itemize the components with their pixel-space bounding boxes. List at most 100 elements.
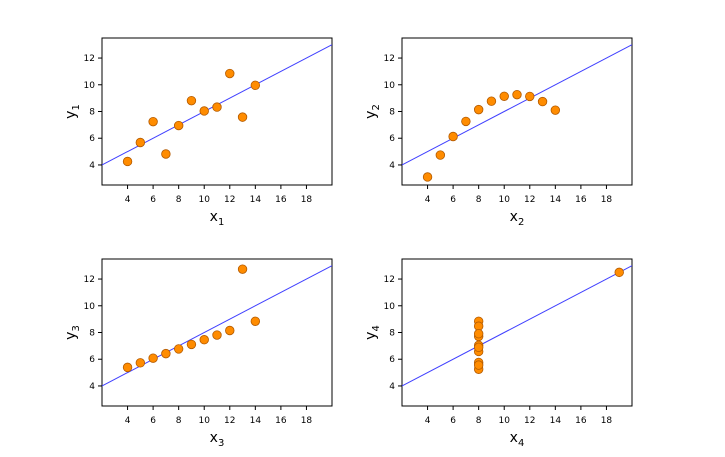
x-tick-label: 14 <box>250 416 262 426</box>
data-point <box>473 329 484 339</box>
data-point <box>161 149 171 159</box>
data-point <box>537 96 548 107</box>
x-axis-label: x1 <box>210 209 225 228</box>
data-point <box>173 344 184 354</box>
x-tick-label: 16 <box>275 416 287 426</box>
y-axis-label: y4 <box>363 325 382 340</box>
scatter-panel-3: 4 6 8 10 12 14 16 18 4 6 8 10 12 x3 y3 <box>63 258 333 449</box>
data-point <box>250 80 261 91</box>
data-point <box>486 96 497 106</box>
x-tick-label: 8 <box>176 416 182 426</box>
y-tick-label: 6 <box>89 355 95 365</box>
data-point <box>199 335 209 345</box>
regression-line <box>402 44 632 166</box>
x-tick-label: 12 <box>524 416 535 426</box>
data-point <box>148 116 158 127</box>
x-tick-label: 18 <box>301 195 313 205</box>
y-tick-label: 10 <box>384 302 396 312</box>
x-tick-label: 6 <box>150 195 156 205</box>
x-tick-label: 8 <box>476 195 482 205</box>
x-tick-label: 18 <box>301 416 313 426</box>
y-tick-label: 8 <box>389 329 395 339</box>
x-tick-label: 8 <box>476 416 482 426</box>
x-tick-label: 14 <box>550 195 562 205</box>
data-point <box>499 91 509 101</box>
x-tick-label: 18 <box>601 416 613 426</box>
x-axis-label: x4 <box>510 430 525 449</box>
x-tick-label: 4 <box>425 416 431 426</box>
data-point <box>550 105 561 115</box>
y-tick-label: 4 <box>89 382 95 392</box>
y-tick-label: 4 <box>89 161 95 171</box>
data-point <box>122 362 133 373</box>
y-tick-label: 12 <box>384 54 395 64</box>
x-tick-label: 16 <box>275 195 287 205</box>
x-axis-label: x3 <box>210 430 225 449</box>
data-point <box>448 131 458 142</box>
data-point <box>186 339 197 350</box>
data-point <box>473 360 484 370</box>
x-tick-label: 16 <box>575 195 587 205</box>
data-point <box>422 172 433 182</box>
y-tick-label: 10 <box>384 81 396 91</box>
x-tick-label: 6 <box>450 195 456 205</box>
x-axis-label: x2 <box>510 209 525 228</box>
x-tick-label: 14 <box>550 416 562 426</box>
y-tick-label: 4 <box>389 161 395 171</box>
y-tick-label: 12 <box>84 54 95 64</box>
data-point <box>135 137 146 148</box>
data-point <box>237 112 248 122</box>
plot-frame <box>401 37 633 186</box>
data-point <box>186 95 197 106</box>
data-point <box>122 156 133 167</box>
x-tick-label: 16 <box>575 416 587 426</box>
data-point <box>473 342 484 353</box>
y-axis-label: y1 <box>63 104 82 119</box>
x-tick-label: 10 <box>498 416 510 426</box>
data-point <box>525 91 535 102</box>
plot-frame <box>401 258 633 407</box>
y-tick-label: 10 <box>84 302 96 312</box>
data-point <box>161 348 171 359</box>
data-point <box>199 106 209 116</box>
y-tick-label: 8 <box>89 108 95 118</box>
x-tick-label: 10 <box>498 195 510 205</box>
y-tick-label: 6 <box>89 134 95 144</box>
x-tick-label: 12 <box>224 416 235 426</box>
data-point <box>435 150 446 160</box>
data-point <box>173 120 184 131</box>
y-tick-label: 4 <box>389 382 395 392</box>
x-tick-label: 8 <box>176 195 182 205</box>
scatter-panel-1: 4 6 8 10 12 14 16 18 4 6 8 10 12 x1 y1 <box>63 37 333 228</box>
data-point <box>225 325 235 336</box>
data-point <box>512 89 522 100</box>
data-point <box>461 116 471 127</box>
data-point <box>473 104 484 115</box>
x-tick-label: 10 <box>198 195 210 205</box>
y-tick-label: 8 <box>89 329 95 339</box>
data-point <box>212 102 222 112</box>
x-tick-label: 14 <box>250 195 262 205</box>
scatter-panel-2: 4 6 8 10 12 14 16 18 4 6 8 10 12 x2 y2 <box>363 37 633 228</box>
x-tick-label: 4 <box>125 416 131 426</box>
data-point <box>225 68 235 79</box>
data-point <box>135 358 146 368</box>
y-tick-label: 10 <box>84 81 96 91</box>
x-tick-label: 4 <box>425 195 431 205</box>
x-tick-label: 6 <box>450 416 456 426</box>
y-axis-label: y2 <box>363 104 382 119</box>
y-tick-label: 6 <box>389 134 395 144</box>
data-point <box>212 330 222 340</box>
y-tick-label: 12 <box>84 275 95 285</box>
x-tick-label: 18 <box>601 195 613 205</box>
data-point <box>148 353 158 363</box>
x-tick-label: 4 <box>125 195 131 205</box>
x-tick-label: 6 <box>150 416 156 426</box>
y-tick-label: 6 <box>389 355 395 365</box>
y-axis-label: y3 <box>63 325 82 340</box>
x-tick-label: 10 <box>198 416 210 426</box>
data-point <box>614 267 624 278</box>
data-point <box>237 264 248 274</box>
regression-line <box>102 265 332 387</box>
